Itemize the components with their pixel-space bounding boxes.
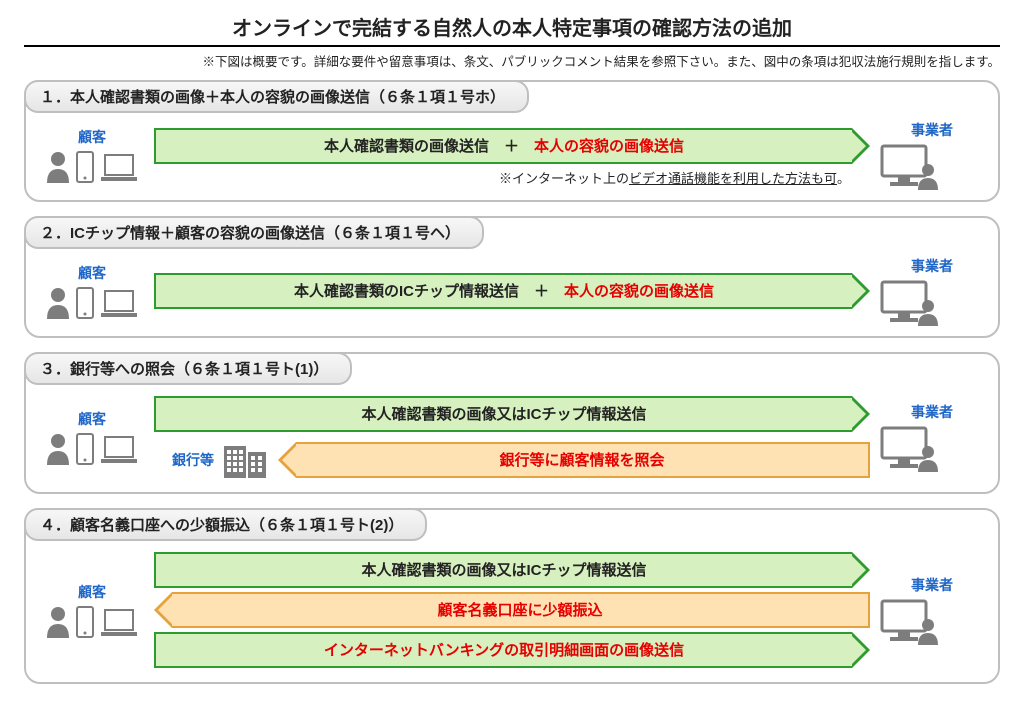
operator-actor: 事業者 xyxy=(878,402,986,472)
phone-icon xyxy=(75,151,95,183)
operator-actor: 事業者 xyxy=(878,256,986,326)
operator-actor: 事業者 xyxy=(878,120,986,190)
flow-arrow: 本人確認書類の画像送信 ＋ 本人の容貌の画像送信 xyxy=(154,128,852,164)
phone-icon xyxy=(75,606,95,638)
page-subtitle: ※下図は概要です。詳細な要件や留意事項は、条文、パブリックコメント結果を参照下さ… xyxy=(24,51,1000,70)
flow-arrow: 銀行等に顧客情報を照会 xyxy=(296,442,870,478)
laptop-icon xyxy=(99,153,139,183)
flow-arrow: 本人確認書類の画像又はICチップ情報送信 xyxy=(154,396,852,432)
section-header: ２．ICチップ情報＋顧客の容貌の画像送信（６条１項１号ヘ） xyxy=(24,216,484,249)
customer-actor: 顧客 xyxy=(38,127,146,183)
customer-actor: 顧客 xyxy=(38,409,146,465)
person-icon xyxy=(45,149,71,183)
operator-actor: 事業者 xyxy=(878,575,986,645)
section-header: ３．銀行等への照会（６条１項１号ト(1)） xyxy=(24,352,352,385)
phone-icon xyxy=(75,433,95,465)
laptop-icon xyxy=(99,435,139,465)
person-icon xyxy=(45,604,71,638)
customer-actor: 顧客 xyxy=(38,263,146,319)
bank-label: 銀行等 xyxy=(154,450,214,470)
flow-arrow: 本人確認書類のICチップ情報送信 ＋ 本人の容貌の画像送信 xyxy=(154,273,852,309)
operator-icon xyxy=(878,597,942,645)
laptop-icon xyxy=(99,289,139,319)
flow-arrow: 顧客名義口座に少額振込 xyxy=(172,592,870,628)
flow-arrow: インターネットバンキングの取引明細画面の画像送信 xyxy=(154,632,852,668)
section-header: ４．顧客名義口座への少額振込（６条１項１号ト(2)） xyxy=(24,508,427,541)
section-panel: ２．ICチップ情報＋顧客の容貌の画像送信（６条１項１号ヘ） 顧客 本人確認書類の… xyxy=(24,216,1000,338)
section-panel: ４．顧客名義口座への少額振込（６条１項１号ト(2)） 顧客 本人確認書類の画像又… xyxy=(24,508,1000,684)
buildings-icon xyxy=(222,440,270,480)
operator-icon xyxy=(878,424,942,472)
section-panel: ３．銀行等への照会（６条１項１号ト(1)） 顧客 本人確認書類の画像又はICチッ… xyxy=(24,352,1000,494)
laptop-icon xyxy=(99,608,139,638)
customer-actor: 顧客 xyxy=(38,582,146,638)
operator-icon xyxy=(878,278,942,326)
person-icon xyxy=(45,431,71,465)
section-header: １．本人確認書類の画像＋本人の容貌の画像送信（６条１項１号ホ） xyxy=(24,80,529,113)
footnote: ※インターネット上のビデオ通話機能を利用した方法も可。 xyxy=(154,168,870,187)
person-icon xyxy=(45,285,71,319)
section-panel: １．本人確認書類の画像＋本人の容貌の画像送信（６条１項１号ホ） 顧客 本人確認書… xyxy=(24,80,1000,202)
phone-icon xyxy=(75,287,95,319)
flow-arrow: 本人確認書類の画像又はICチップ情報送信 xyxy=(154,552,852,588)
operator-icon xyxy=(878,142,942,190)
page-title: オンラインで完結する自然人の本人特定事項の確認方法の追加 xyxy=(24,12,1000,47)
